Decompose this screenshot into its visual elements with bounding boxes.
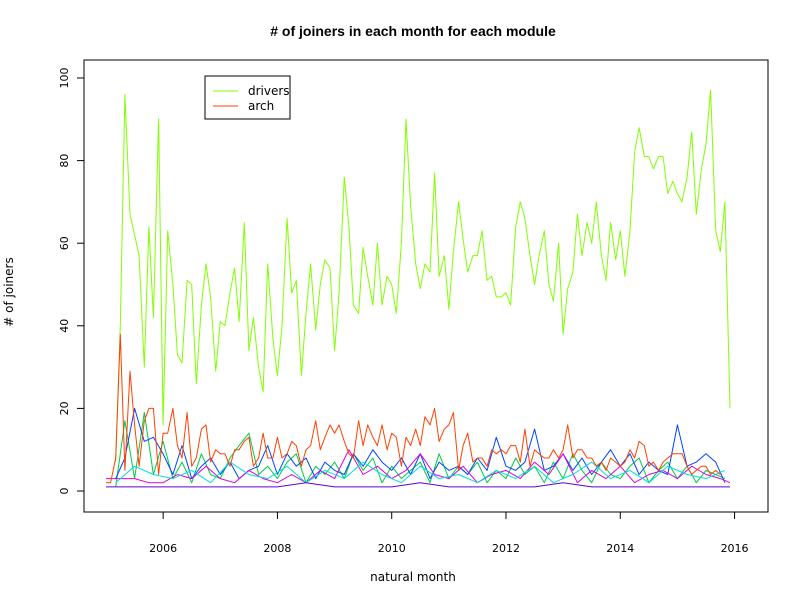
x-tick-label: 2012 [492, 542, 520, 555]
x-tick-label: 2010 [378, 542, 406, 555]
series-line-module-6 [115, 461, 726, 484]
series-layer [106, 89, 731, 488]
x-tick-label: 2008 [263, 542, 291, 555]
y-tick-label: 0 [58, 488, 71, 495]
x-axis-label: natural month [370, 570, 456, 584]
series-line-arch [106, 333, 721, 484]
legend-label-drivers: drivers [248, 84, 290, 98]
legend-box [204, 75, 291, 120]
y-tick-label: 100 [58, 68, 71, 89]
y-tick-label: 60 [58, 236, 71, 250]
x-tick-label: 2014 [606, 542, 634, 555]
x-axis: 2006 2008 2010 2012 2014 2016 [149, 511, 749, 555]
chart-title: # of joiners in each month for each modu… [270, 23, 556, 39]
y-tick-label: 40 [58, 319, 71, 333]
series-line-drivers [115, 89, 731, 463]
y-axis: 0 20 40 60 80 100 [58, 68, 85, 495]
y-tick-label: 20 [58, 401, 71, 415]
y-axis-label: # of joiners [2, 257, 16, 326]
x-tick-label: 2006 [149, 542, 177, 555]
x-tick-label: 2016 [721, 542, 749, 555]
y-tick-label: 80 [58, 154, 71, 168]
series-line-module-5 [106, 449, 731, 484]
series-line-module-3 [115, 412, 726, 487]
legend-label-arch: arch [248, 99, 274, 113]
series-line-module-7 [106, 482, 730, 488]
